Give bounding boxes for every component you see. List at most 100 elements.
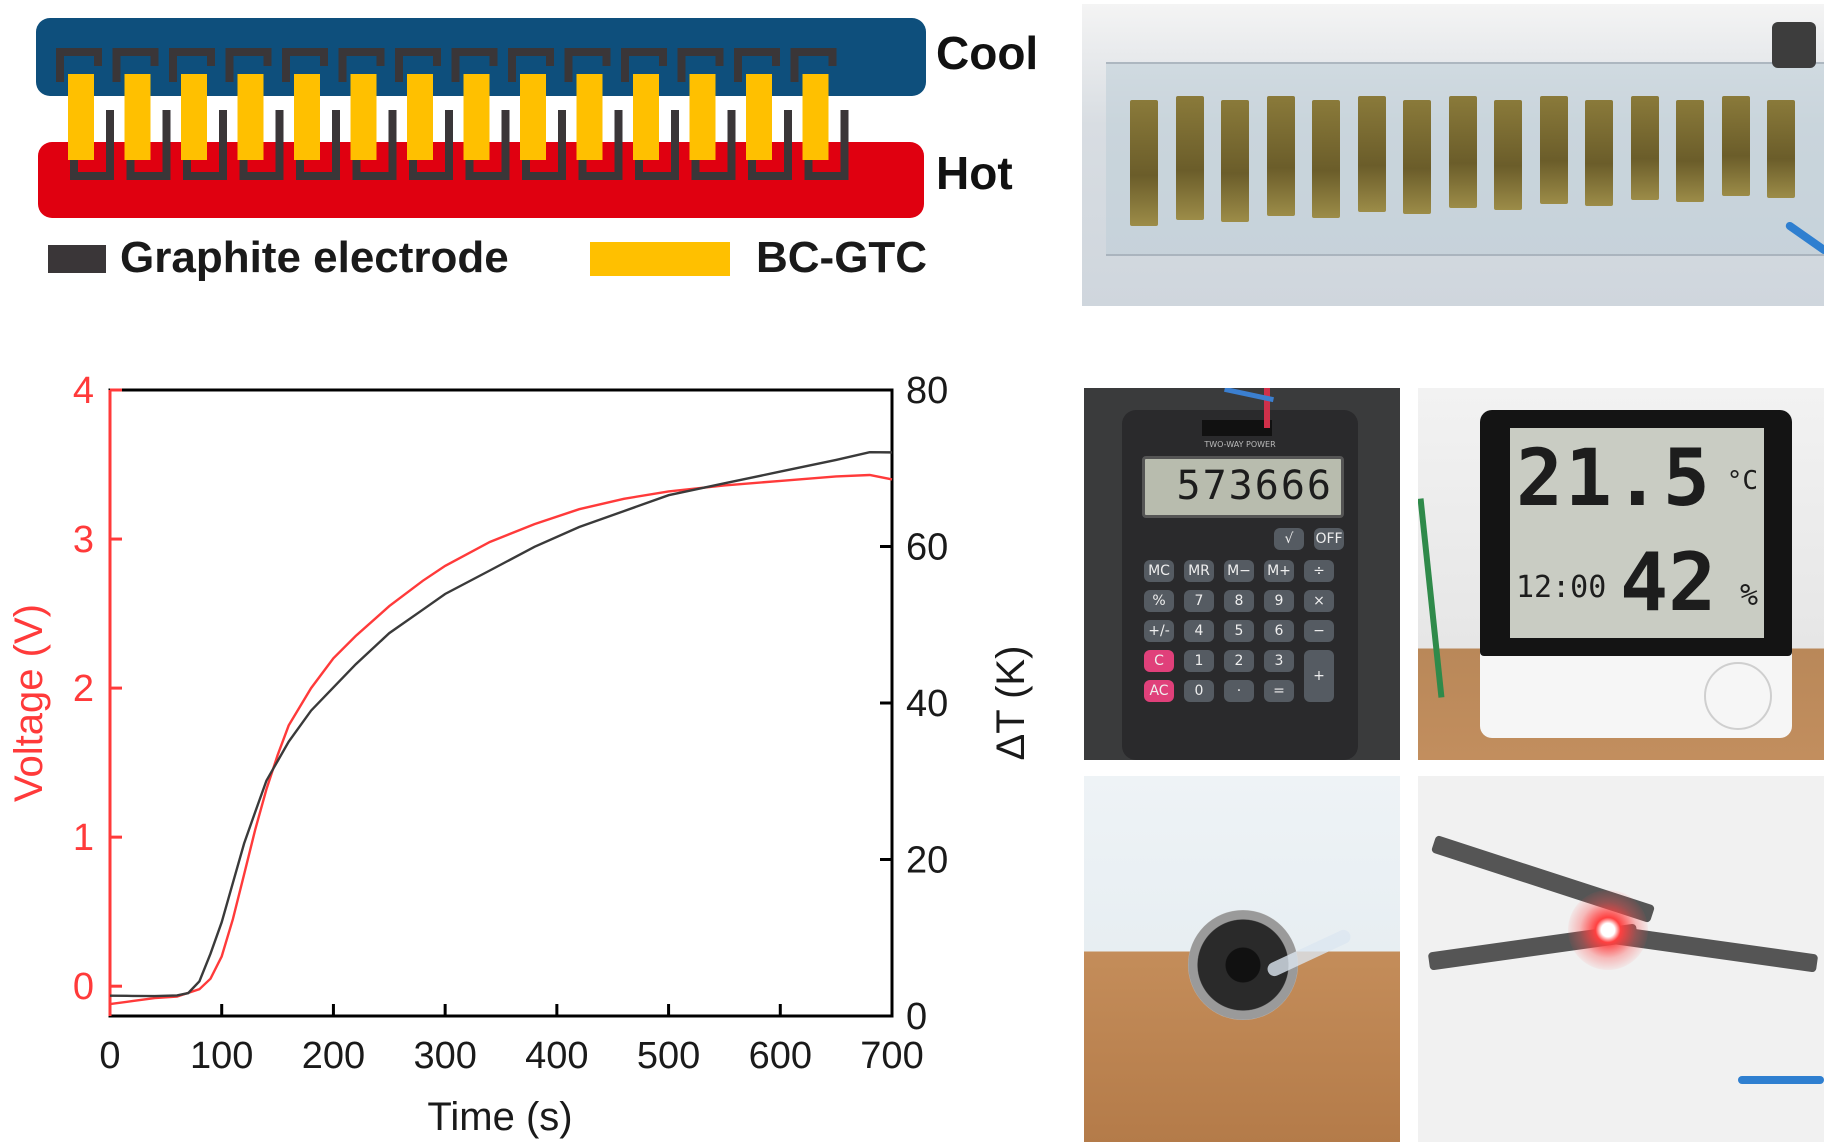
legend-bcgtc-label: BC-GTC <box>756 233 928 282</box>
right-tick-label: 0 <box>906 996 927 1038</box>
calculator-key[interactable]: 0 <box>1184 680 1214 702</box>
bcgtc-leg <box>520 74 546 160</box>
bcgtc-leg <box>181 74 207 160</box>
calculator-key[interactable]: √ <box>1274 528 1304 550</box>
bcgtc-leg <box>633 74 659 160</box>
calculator-key[interactable]: × <box>1304 590 1334 612</box>
humidity-value: 42 <box>1620 536 1717 629</box>
graphite-electrode-bottom <box>804 110 849 180</box>
thermometer-lcd: 21.5 °C 12:00 42 % <box>1510 428 1764 638</box>
left-tick-label: 0 <box>73 966 94 1008</box>
graphite-electrode-top <box>734 48 780 82</box>
x-tick-label: 500 <box>637 1035 700 1077</box>
graphite-electrode-bottom <box>635 110 679 180</box>
bcgtc-leg <box>237 74 264 160</box>
bcgtc-leg <box>124 74 151 160</box>
left-axis-label: Voltage (V) <box>7 604 51 802</box>
calculator-key[interactable]: 8 <box>1224 590 1254 612</box>
temperature-value: 21.5 <box>1516 434 1712 524</box>
calculator-key[interactable]: 6 <box>1264 620 1294 642</box>
plot-frame <box>108 388 894 1018</box>
calculator-keypad: √ OFF MC MR M− M+ ÷% 7 8 9 × +/- 4 5 6− C 1 2 3 + AC 0 · = <box>1122 410 1358 760</box>
bcgtc-leg <box>407 74 433 160</box>
graphite-electrode-bottom <box>748 110 792 180</box>
tec-schematic <box>36 18 926 218</box>
graphite-electrode-top <box>225 48 272 82</box>
solar-panel <box>1202 420 1272 436</box>
calculator-key[interactable]: AC <box>1144 680 1174 702</box>
graphite-electrode-bottom <box>126 110 171 180</box>
calculator-key[interactable]: 5 <box>1224 620 1254 642</box>
graphite-electrode-top <box>282 48 328 82</box>
calculator-key[interactable]: = <box>1264 680 1294 702</box>
calculator-key[interactable]: % <box>1144 590 1174 612</box>
x-axis-label: Time (s) <box>427 1095 572 1139</box>
bcgtc-film-strip <box>1494 100 1522 210</box>
calculator-key[interactable]: + <box>1304 650 1334 702</box>
temperature-unit: °C <box>1726 466 1758 496</box>
bcgtc-film-legs <box>1082 4 1824 306</box>
bcgtc-leg <box>802 74 829 160</box>
calculator-key[interactable]: 1 <box>1184 650 1214 672</box>
thermometer-photo: 21.5 °C 12:00 42 % <box>1418 388 1824 760</box>
calculator-display: 573666 <box>1142 456 1344 518</box>
voltage-series-line <box>109 473 893 1006</box>
calculator-key[interactable]: − <box>1304 620 1334 642</box>
hot-label: Hot <box>936 147 1013 199</box>
x-tick-label: 300 <box>413 1035 476 1077</box>
bcgtc-film-strip <box>1175 96 1204 220</box>
bcgtc-film-strip <box>1767 100 1795 198</box>
calculator-key[interactable]: +/- <box>1144 620 1174 642</box>
calculator-body: TWO-WAY POWER 573666 √ OFF MC MR M− M+ ÷% 7 8 9 × +… <box>1122 410 1358 760</box>
calculator-key[interactable]: 4 <box>1184 620 1214 642</box>
bcgtc-film-strip <box>1357 96 1386 212</box>
x-axis-ticks: 0 100 200 300 400 500 600 700 <box>99 1004 924 1077</box>
calculator-key[interactable]: 3 <box>1264 650 1294 672</box>
graphite-electrode-bottom <box>352 110 397 180</box>
left-tick-label: 3 <box>73 519 94 561</box>
humidity-unit: % <box>1739 578 1758 613</box>
led-glow <box>1568 890 1648 970</box>
clip-connector <box>1772 22 1816 68</box>
left-tick-label: 2 <box>73 668 94 710</box>
calculator-key[interactable]: · <box>1224 680 1254 702</box>
x-tick-label: 0 <box>99 1035 120 1077</box>
thermometer-body: 21.5 °C 12:00 42 % <box>1480 410 1792 738</box>
green-wire <box>1418 498 1445 698</box>
graphite-electrode-bottom <box>239 110 284 180</box>
bcgtc-leg <box>689 74 716 160</box>
calculator-key[interactable]: OFF <box>1314 528 1344 550</box>
calculator-key[interactable]: M− <box>1224 560 1254 582</box>
graphite-electrode-bottom <box>409 110 453 180</box>
graphite-electrode-bottom <box>578 110 623 180</box>
graphite-electrode-top <box>508 48 554 82</box>
x-tick-label: 600 <box>749 1035 812 1077</box>
bcgtc-film-strip <box>1266 96 1295 216</box>
graphite-electrode-bottom <box>183 110 227 180</box>
graphite-electrode-top <box>56 48 102 82</box>
bcgtc-film-strip <box>1585 100 1613 206</box>
right-tick-label: 40 <box>906 683 948 725</box>
cool-label: Cool <box>936 27 1039 79</box>
bcgtc-film-strip <box>1630 96 1659 200</box>
calculator-key[interactable]: MR <box>1184 560 1214 582</box>
calculator-key[interactable]: C <box>1144 650 1174 672</box>
bcgtc-leg <box>576 74 603 160</box>
bcgtc-film-strip <box>1539 96 1568 204</box>
calculator-key[interactable]: 7 <box>1184 590 1214 612</box>
blue-wire-led <box>1738 1076 1824 1084</box>
calculator-brand: TWO-WAY POWER <box>1204 440 1276 449</box>
right-tick-label: 20 <box>906 840 948 882</box>
graphite-electrode-bottom <box>296 110 340 180</box>
calculator-key[interactable]: ÷ <box>1304 560 1334 582</box>
graphite-electrode-top <box>621 48 667 82</box>
calculator-key[interactable]: MC <box>1144 560 1174 582</box>
graphite-electrode-bottom <box>691 110 736 180</box>
thermoelectric-legs <box>56 48 849 180</box>
calculator-key[interactable]: 9 <box>1264 590 1294 612</box>
right-axis-label: ΔT (K) <box>989 646 1033 761</box>
bcgtc-leg <box>746 74 772 160</box>
clock-time: 12:00 <box>1516 570 1607 605</box>
calculator-key[interactable]: 2 <box>1224 650 1254 672</box>
calculator-key[interactable]: M+ <box>1264 560 1294 582</box>
